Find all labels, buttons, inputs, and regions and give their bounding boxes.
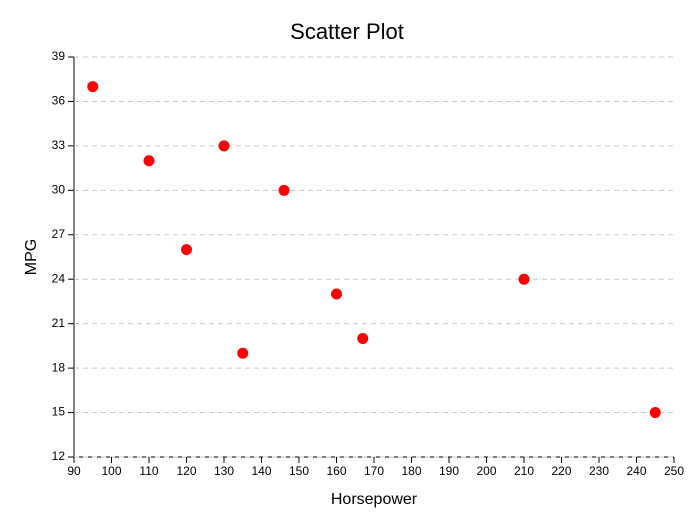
point — [237, 347, 249, 359]
x-tick-label: 230 — [589, 464, 609, 478]
x-tick-label: 200 — [476, 464, 496, 478]
y-tick-label: 36 — [52, 94, 66, 108]
x-tick-label: 110 — [139, 464, 158, 478]
point — [518, 273, 530, 285]
x-tick-label: 120 — [176, 464, 196, 478]
x-tick-label: 210 — [514, 464, 534, 478]
point — [143, 155, 155, 167]
point — [218, 140, 230, 152]
x-tick-label: 250 — [664, 464, 684, 478]
x-tick-label: 190 — [439, 464, 459, 478]
point — [181, 244, 192, 256]
y-tick-label: 30 — [52, 183, 66, 197]
x-tick-label: 220 — [551, 464, 571, 478]
point — [357, 332, 369, 344]
x-tick-label: 130 — [214, 464, 234, 478]
point — [331, 288, 342, 300]
y-tick-label: 33 — [52, 138, 66, 152]
x-tick-label: 90 — [67, 464, 81, 478]
x-tick-label: 100 — [101, 464, 121, 478]
point — [649, 407, 661, 419]
y-tick-label: 15 — [52, 405, 66, 419]
y-tick-label: 24 — [52, 271, 66, 285]
x-tick-label: 150 — [289, 464, 309, 478]
point — [278, 184, 290, 196]
y-tick-label: 18 — [52, 360, 66, 374]
x-tick-label: 140 — [251, 464, 271, 478]
y-tick-label: 39 — [52, 49, 66, 63]
y-tick-label: 12 — [52, 449, 66, 463]
y-axis-label: MPG — [23, 239, 40, 275]
y-tick-label: 21 — [52, 316, 66, 330]
point — [87, 81, 99, 93]
x-tick-label: 160 — [326, 464, 346, 478]
x-tick-label: 180 — [401, 464, 421, 478]
chart-title: Scatter Plot — [290, 19, 404, 44]
x-axis-label: Horsepower — [331, 491, 418, 508]
x-tick-label: 170 — [364, 464, 384, 478]
x-tick-label: 240 — [626, 464, 646, 478]
y-tick-label: 27 — [52, 227, 66, 241]
